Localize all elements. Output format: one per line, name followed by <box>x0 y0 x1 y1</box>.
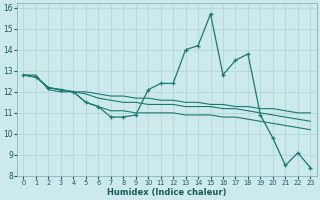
X-axis label: Humidex (Indice chaleur): Humidex (Indice chaleur) <box>107 188 227 197</box>
